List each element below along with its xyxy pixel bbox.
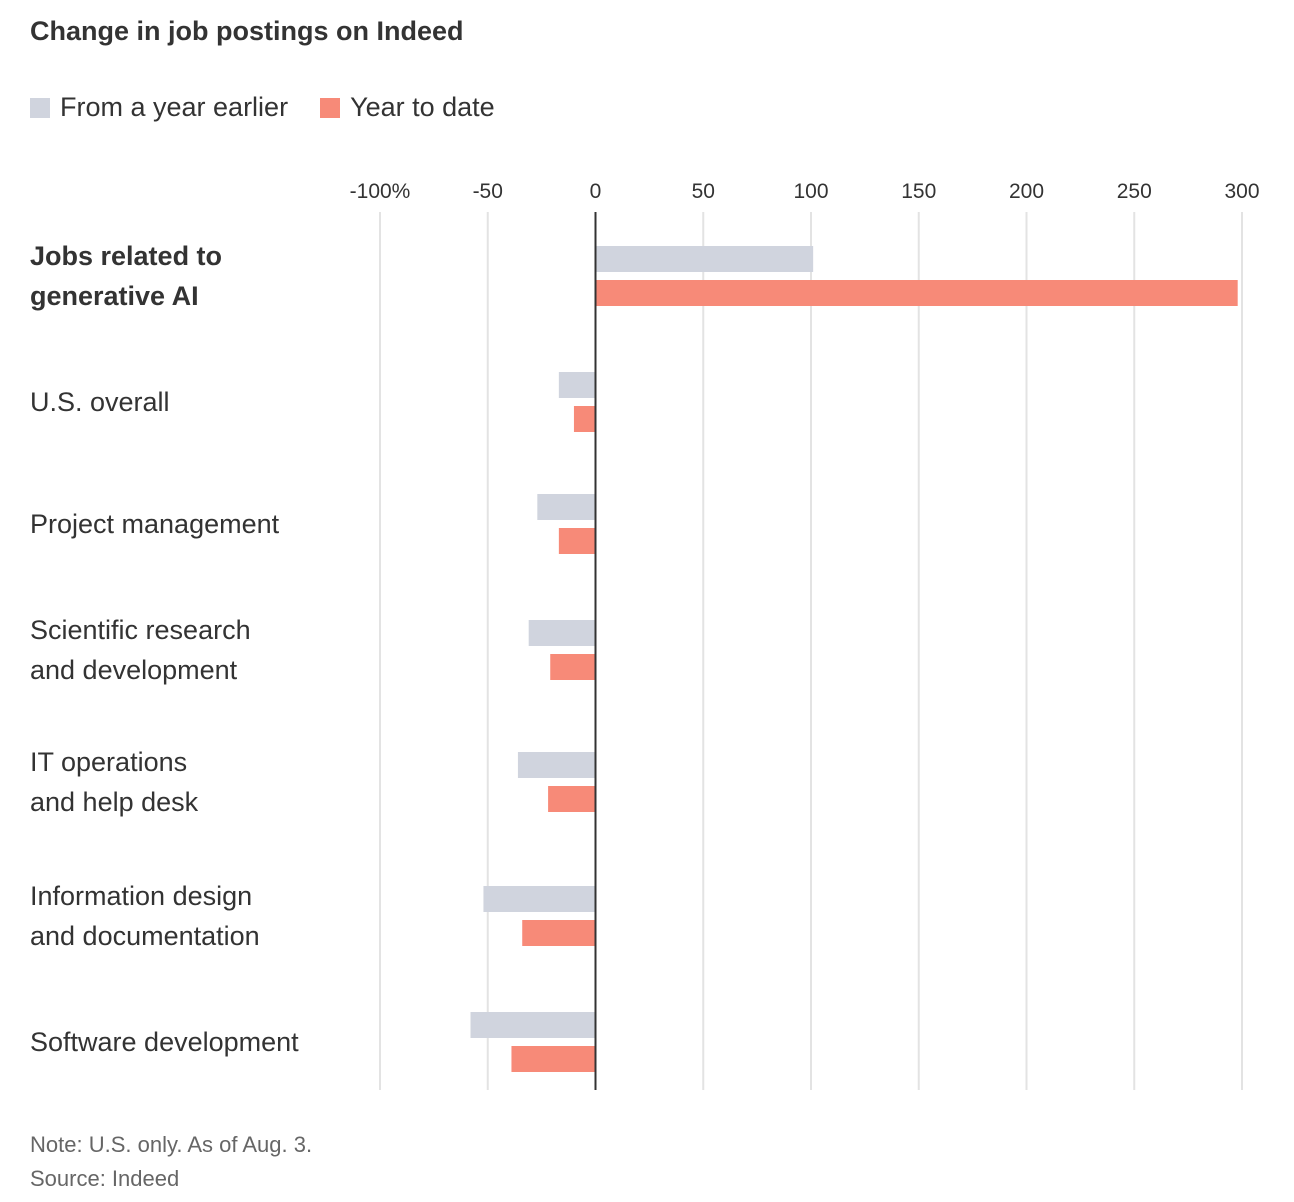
- x-tick-label: 250: [1117, 180, 1152, 203]
- bar-year-to-date: [558, 528, 596, 554]
- legend-swatch-year-earlier: [30, 97, 50, 118]
- bar-year-to-date: [573, 406, 596, 432]
- bar-year-to-date: [595, 280, 1238, 306]
- bar-year-earlier: [470, 1012, 596, 1038]
- category-label: Jobs related to: [30, 241, 222, 271]
- legend: From a year earlier Year to date: [30, 92, 527, 123]
- legend-label-year-earlier: From a year earlier: [60, 92, 289, 122]
- category-label: IT operations: [30, 747, 187, 777]
- x-tick-label: 200: [1009, 180, 1044, 203]
- x-tick-label: 0: [590, 180, 602, 203]
- bar-year-to-date: [550, 654, 596, 680]
- bar-year-earlier: [595, 246, 814, 272]
- x-tick-label: -50: [473, 180, 503, 203]
- bar-year-earlier: [517, 752, 596, 778]
- category-label: U.S. overall: [30, 387, 170, 417]
- x-tick-label: 300: [1224, 180, 1259, 203]
- x-tick-label: 150: [901, 180, 936, 203]
- category-label: Scientific research: [30, 615, 251, 645]
- chart-footer: Note: U.S. only. As of Aug. 3. Source: I…: [30, 1128, 312, 1196]
- x-tick-label: 100: [793, 180, 828, 203]
- bar-year-earlier: [537, 494, 596, 520]
- legend-label-year-to-date: Year to date: [350, 92, 495, 122]
- legend-item-year-to-date: Year to date: [320, 92, 495, 123]
- bar-year-to-date: [522, 920, 596, 946]
- bar-year-earlier: [528, 620, 596, 646]
- x-tick-label: 50: [692, 180, 715, 203]
- category-label: Software development: [30, 1027, 299, 1057]
- category-label: and development: [30, 655, 238, 685]
- chart-title: Change in job postings on Indeed: [30, 16, 464, 46]
- footer-note: Note: U.S. only. As of Aug. 3.: [30, 1132, 313, 1157]
- category-label: and help desk: [30, 787, 199, 817]
- category-label: and documentation: [30, 921, 260, 951]
- bar-year-to-date: [511, 1046, 596, 1072]
- category-label: Information design: [30, 881, 252, 911]
- x-tick-label: -100%: [350, 180, 411, 203]
- legend-item-year-earlier: From a year earlier: [30, 92, 288, 123]
- category-label: Project management: [30, 509, 280, 539]
- bar-year-earlier: [483, 886, 596, 912]
- bar-year-earlier: [558, 372, 596, 398]
- bar-year-to-date: [548, 786, 596, 812]
- category-label: generative AI: [30, 281, 199, 311]
- legend-swatch-year-to-date: [320, 97, 341, 118]
- footer-source: Source: Indeed: [30, 1166, 180, 1191]
